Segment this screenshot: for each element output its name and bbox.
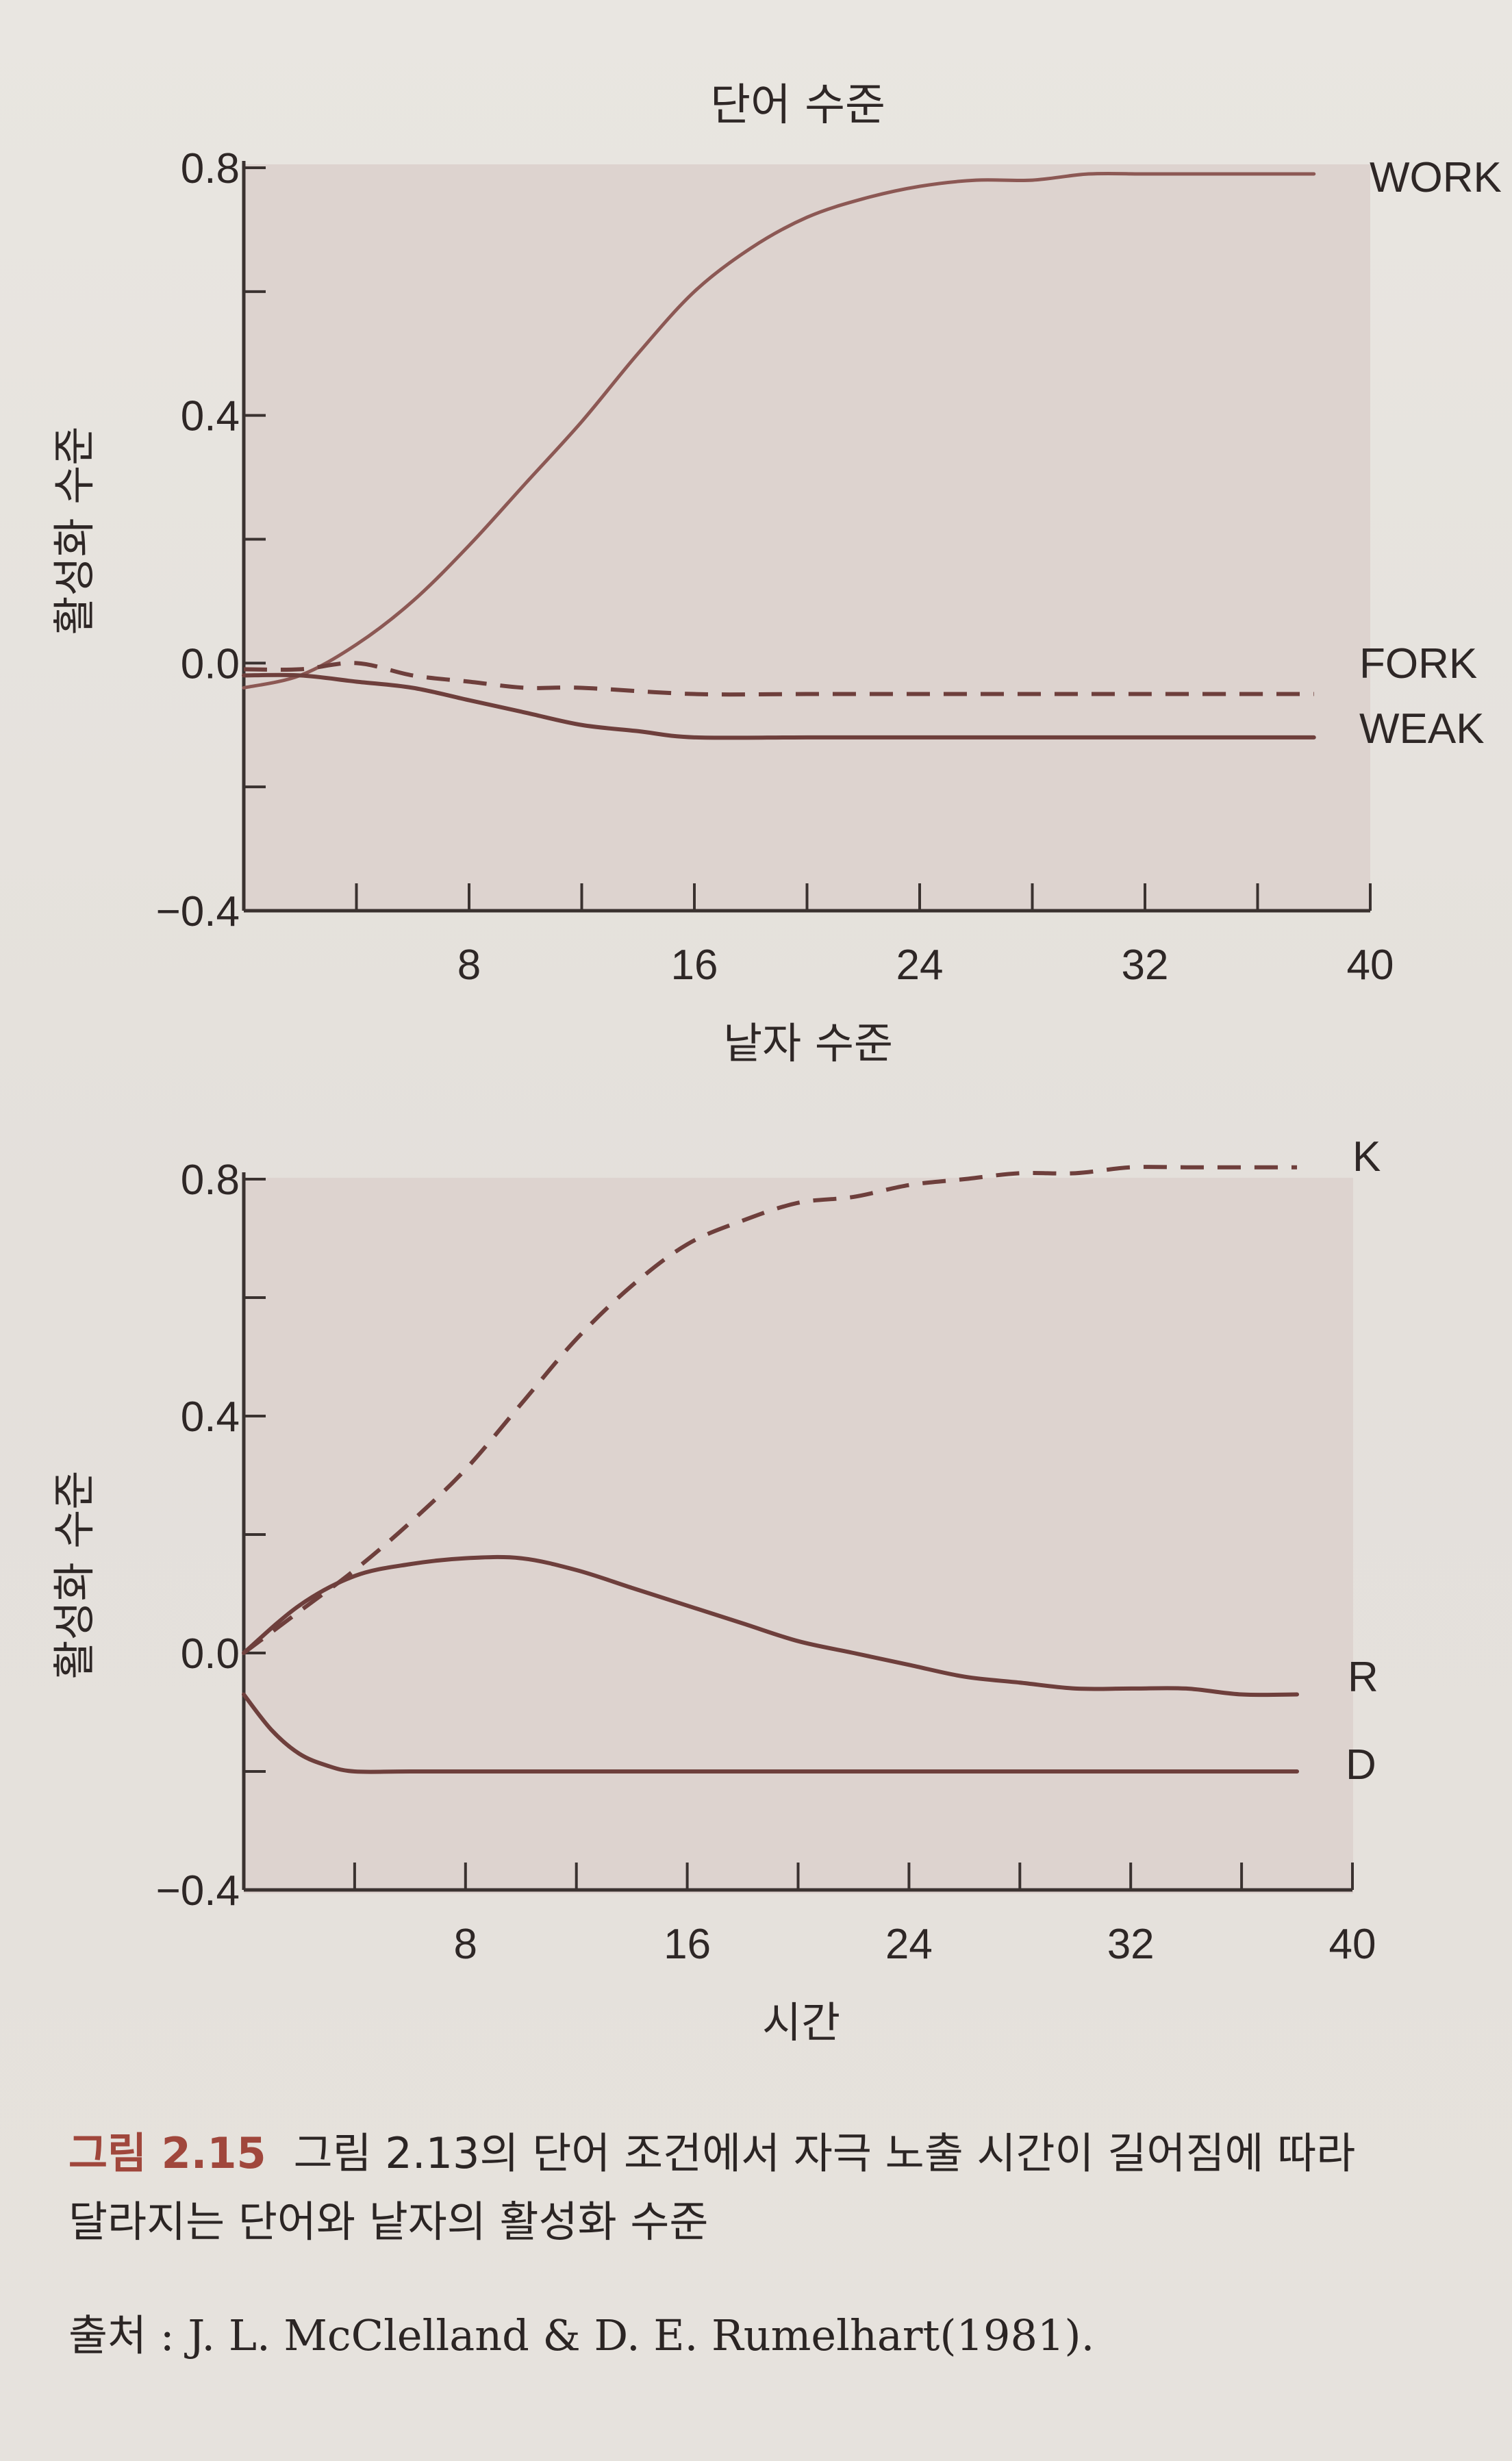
series-label-k: K [1352,1133,1381,1181]
series-label-r: R [1348,1654,1378,1701]
y-axis-title: 활성화 수준 [49,1471,99,1680]
series-line-work [242,171,1316,690]
x-tick-label-x40: 40 [1329,1921,1376,1968]
series-line-fork [243,661,1314,697]
x-tick-label-x32: 32 [1122,942,1169,989]
y-axis-title: 활성화 수준 [49,427,99,635]
caption-text-1: 그림 2.13의 단어 조건에서 자극 노출 시간이 길어짐에 따라 [293,2128,1356,2178]
series-label-work: WORK [1370,154,1502,201]
y-tick-label: 0.8 [181,1157,240,1204]
figure-caption: 그림 2.15 그림 2.13의 단어 조건에서 자극 노출 시간이 길어짐에 따… [68,2119,1493,2256]
series-line-r [242,1554,1300,1698]
series-labels: WORK FORK WEAK [1359,154,1502,753]
caption-line-1: 그림 2.15 그림 2.13의 단어 조건에서 자극 노출 시간이 길어짐에 따… [68,2119,1493,2188]
ticks: 0.8 0.4 0.0 −0.4 8 16 24 32 40 [156,1157,1376,1968]
x-tick-label-x16: 16 [664,1921,711,1968]
chart-title: 단어 수준 [710,80,885,131]
x-tick-label-x24: 24 [896,942,944,989]
source-citation: 출처 : J. L. McClelland & D. E. Rumelhart(… [68,2310,1095,2360]
x-tick-label-x24: 24 [885,1921,933,1968]
x-tick-label-x40: 40 [1347,942,1394,989]
plot-area [244,164,1370,911]
x-tick-label-x16: 16 [671,942,718,989]
y-tick-label: 0.0 [181,1630,240,1678]
ticks: 0.8 0.4 0.0 −0.4 8 16 24 32 40 [156,145,1394,989]
figure-label: 그림 2.15 [68,2128,266,2178]
series-label-weak: WEAK [1359,705,1485,753]
x-tick-label-x8: 8 [457,942,481,989]
plot-area [244,1178,1353,1893]
y-tick-label: 0.4 [181,393,240,440]
series-line-d [242,1692,1300,1774]
x-axis-title: 시간 [762,1997,840,2047]
series-lines [242,1165,1300,1774]
series-label-fork: FORK [1359,640,1477,687]
series-labels: K RD [1346,1133,1381,1789]
y-tick-label: 0.0 [181,640,240,687]
caption-line-2: 달라지는 단어와 낱자의 활성화 수준 [68,2197,709,2247]
series-lines [242,171,1316,740]
y-tick-label: −0.4 [156,888,240,935]
series-line-weak [242,672,1316,740]
y-tick-label: −0.4 [156,1867,240,1915]
x-axis-title: 낱자 수준 [723,1018,893,1068]
y-tick-label: 0.8 [181,145,240,192]
series-label-d: D [1346,1741,1376,1789]
word-level-chart: 단어 수준 0.8 0.4 0.0 −0.4 8 16 24 32 40 WORK FORK WEA… [49,80,1502,1068]
series-line-k [242,1165,1298,1655]
x-tick-label-x8: 8 [454,1921,477,1968]
x-tick-label-x32: 32 [1107,1921,1155,1968]
time-chart: 0.8 0.4 0.0 −0.4 8 16 24 32 40 K RD 시간 활성화 수준 [49,1133,1381,2047]
y-tick-label: 0.4 [181,1393,240,1441]
